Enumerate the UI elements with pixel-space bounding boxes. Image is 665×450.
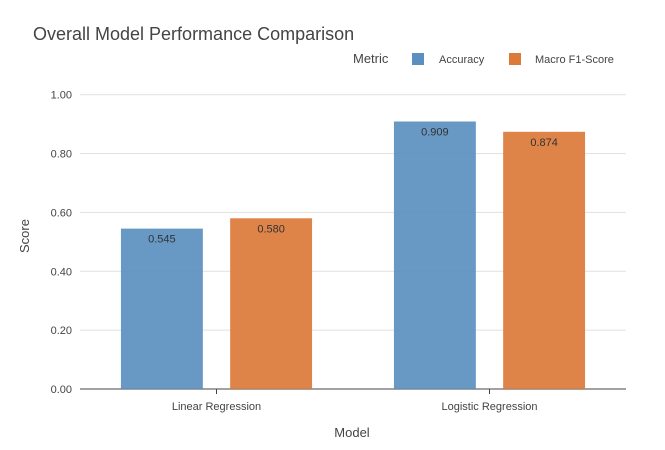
bar-value-label: 0.580 xyxy=(257,223,285,235)
legend-title: Metric xyxy=(353,51,389,66)
y-tick-label: 0.80 xyxy=(51,149,72,161)
y-tick-label: 1.00 xyxy=(51,90,72,102)
y-axis-ticks: 0.00 0.20 0.40 0.60 0.80 1.00 xyxy=(51,90,72,396)
bar-value-label: 0.909 xyxy=(421,126,449,138)
y-tick-label: 0.20 xyxy=(51,325,72,337)
legend-swatch-macro-f1 xyxy=(509,53,521,65)
chart-title: Overall Model Performance Comparison xyxy=(33,24,354,44)
y-tick-label: 0.40 xyxy=(51,266,72,278)
x-axis-ticks: Linear Regression Logistic Regression xyxy=(172,389,538,413)
legend-swatch-accuracy xyxy=(412,53,424,65)
legend-label-macro-f1: Macro F1-Score xyxy=(535,54,614,66)
legend-label-accuracy: Accuracy xyxy=(439,54,485,66)
bar-value-label: 0.545 xyxy=(148,234,176,246)
y-tick-label: 0.00 xyxy=(51,384,72,396)
legend: Metric Accuracy Macro F1-Score xyxy=(353,51,614,66)
bar xyxy=(120,228,203,389)
y-axis-title: Score xyxy=(17,219,32,253)
x-tick-label: Logistic Regression xyxy=(442,401,538,413)
bar xyxy=(503,131,586,389)
bars: 0.545 0.580 0.909 0.874 xyxy=(120,121,586,389)
x-tick-label: Linear Regression xyxy=(172,401,261,413)
y-tick-label: 0.60 xyxy=(51,207,72,219)
bar xyxy=(230,218,313,389)
bar xyxy=(393,121,476,389)
x-axis-title: Model xyxy=(334,425,370,440)
bar-value-label: 0.874 xyxy=(530,137,558,149)
